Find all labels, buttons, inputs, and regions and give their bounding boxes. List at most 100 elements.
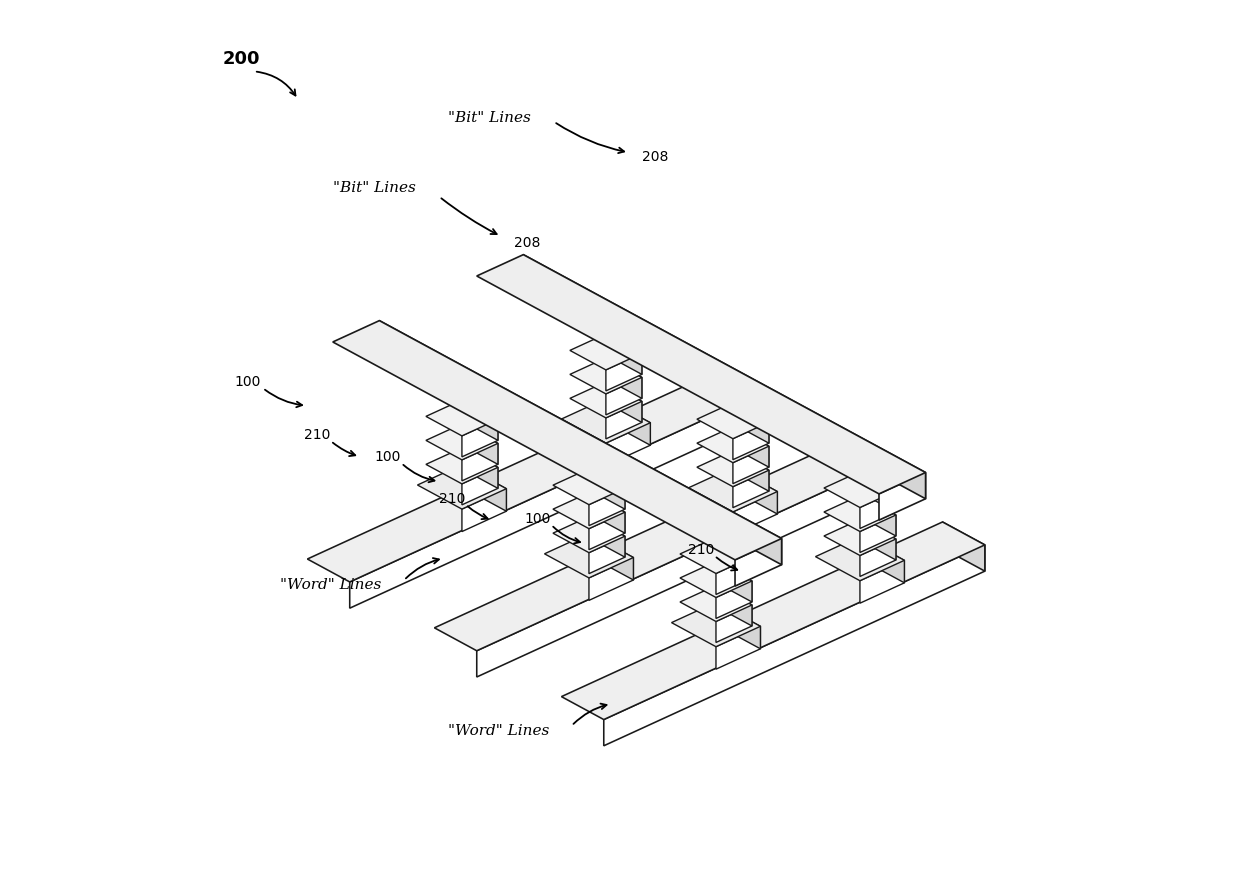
Polygon shape xyxy=(680,585,751,622)
Text: 100: 100 xyxy=(234,375,260,389)
Polygon shape xyxy=(879,472,925,520)
Text: 208: 208 xyxy=(642,151,668,164)
Polygon shape xyxy=(562,399,650,444)
Polygon shape xyxy=(859,520,897,560)
Polygon shape xyxy=(733,451,769,491)
Polygon shape xyxy=(332,321,781,560)
Polygon shape xyxy=(463,400,498,440)
Text: "Word" Lines: "Word" Lines xyxy=(280,578,382,592)
Polygon shape xyxy=(463,448,498,488)
Polygon shape xyxy=(715,562,751,602)
Polygon shape xyxy=(425,400,498,435)
Polygon shape xyxy=(823,471,897,507)
Polygon shape xyxy=(816,453,858,503)
Polygon shape xyxy=(606,334,642,375)
Polygon shape xyxy=(606,382,642,422)
Polygon shape xyxy=(308,384,730,582)
Polygon shape xyxy=(463,419,498,457)
Text: 208: 208 xyxy=(515,236,541,250)
Polygon shape xyxy=(463,468,498,504)
Polygon shape xyxy=(715,605,751,642)
Text: 100: 100 xyxy=(525,512,551,526)
Polygon shape xyxy=(476,476,858,677)
Polygon shape xyxy=(688,468,777,512)
Polygon shape xyxy=(859,536,904,582)
Polygon shape xyxy=(823,520,897,556)
Text: "Bit" Lines: "Bit" Lines xyxy=(334,181,417,195)
Polygon shape xyxy=(859,491,897,529)
Polygon shape xyxy=(606,399,650,445)
Text: 100: 100 xyxy=(374,450,402,464)
Text: 200: 200 xyxy=(223,50,260,68)
Polygon shape xyxy=(418,465,506,509)
Polygon shape xyxy=(859,539,897,576)
Polygon shape xyxy=(589,536,625,573)
Polygon shape xyxy=(562,522,985,719)
Polygon shape xyxy=(589,488,625,526)
Polygon shape xyxy=(570,382,642,418)
Polygon shape xyxy=(715,538,751,578)
Text: 210: 210 xyxy=(304,428,331,443)
Polygon shape xyxy=(589,513,625,549)
Polygon shape xyxy=(476,254,925,494)
Polygon shape xyxy=(589,517,625,557)
Polygon shape xyxy=(606,358,642,399)
Polygon shape xyxy=(606,423,650,466)
Polygon shape xyxy=(735,538,781,586)
Polygon shape xyxy=(697,451,769,487)
Text: 210: 210 xyxy=(688,543,714,556)
Polygon shape xyxy=(680,538,751,573)
Polygon shape xyxy=(604,545,985,745)
Polygon shape xyxy=(425,448,498,484)
Polygon shape xyxy=(379,321,781,564)
Text: 210: 210 xyxy=(439,492,465,505)
Polygon shape xyxy=(553,517,625,553)
Polygon shape xyxy=(733,468,777,514)
Polygon shape xyxy=(697,402,769,439)
Polygon shape xyxy=(434,453,858,650)
Text: "Bit" Lines: "Bit" Lines xyxy=(448,110,531,125)
Polygon shape xyxy=(733,422,769,460)
Polygon shape xyxy=(823,495,897,531)
Polygon shape xyxy=(350,408,730,608)
Polygon shape xyxy=(715,557,751,594)
Polygon shape xyxy=(688,384,730,434)
Polygon shape xyxy=(523,254,925,499)
Polygon shape xyxy=(942,522,985,571)
Polygon shape xyxy=(463,465,506,512)
Polygon shape xyxy=(733,426,769,467)
Polygon shape xyxy=(859,515,897,553)
Polygon shape xyxy=(606,353,642,391)
Polygon shape xyxy=(859,495,897,536)
Polygon shape xyxy=(589,533,634,580)
Polygon shape xyxy=(715,602,760,649)
Polygon shape xyxy=(715,585,751,626)
Polygon shape xyxy=(463,488,506,531)
Text: "Word" Lines: "Word" Lines xyxy=(448,724,549,737)
Polygon shape xyxy=(463,444,498,481)
Polygon shape xyxy=(425,424,498,460)
Polygon shape xyxy=(553,493,625,529)
Polygon shape xyxy=(733,492,777,534)
Polygon shape xyxy=(859,560,904,603)
Polygon shape xyxy=(606,401,642,439)
Polygon shape xyxy=(553,469,625,504)
Polygon shape xyxy=(589,493,625,533)
Polygon shape xyxy=(589,469,625,509)
Polygon shape xyxy=(606,377,642,415)
Polygon shape xyxy=(680,562,751,598)
Polygon shape xyxy=(715,581,751,618)
Polygon shape xyxy=(589,557,634,600)
Polygon shape xyxy=(570,358,642,394)
Polygon shape xyxy=(733,402,769,444)
Polygon shape xyxy=(715,626,760,669)
Polygon shape xyxy=(733,446,769,484)
Polygon shape xyxy=(697,426,769,462)
Polygon shape xyxy=(544,533,634,578)
Polygon shape xyxy=(816,536,904,581)
Polygon shape xyxy=(859,471,897,512)
Polygon shape xyxy=(672,602,760,647)
Polygon shape xyxy=(570,334,642,370)
Polygon shape xyxy=(463,424,498,464)
Polygon shape xyxy=(733,470,769,508)
